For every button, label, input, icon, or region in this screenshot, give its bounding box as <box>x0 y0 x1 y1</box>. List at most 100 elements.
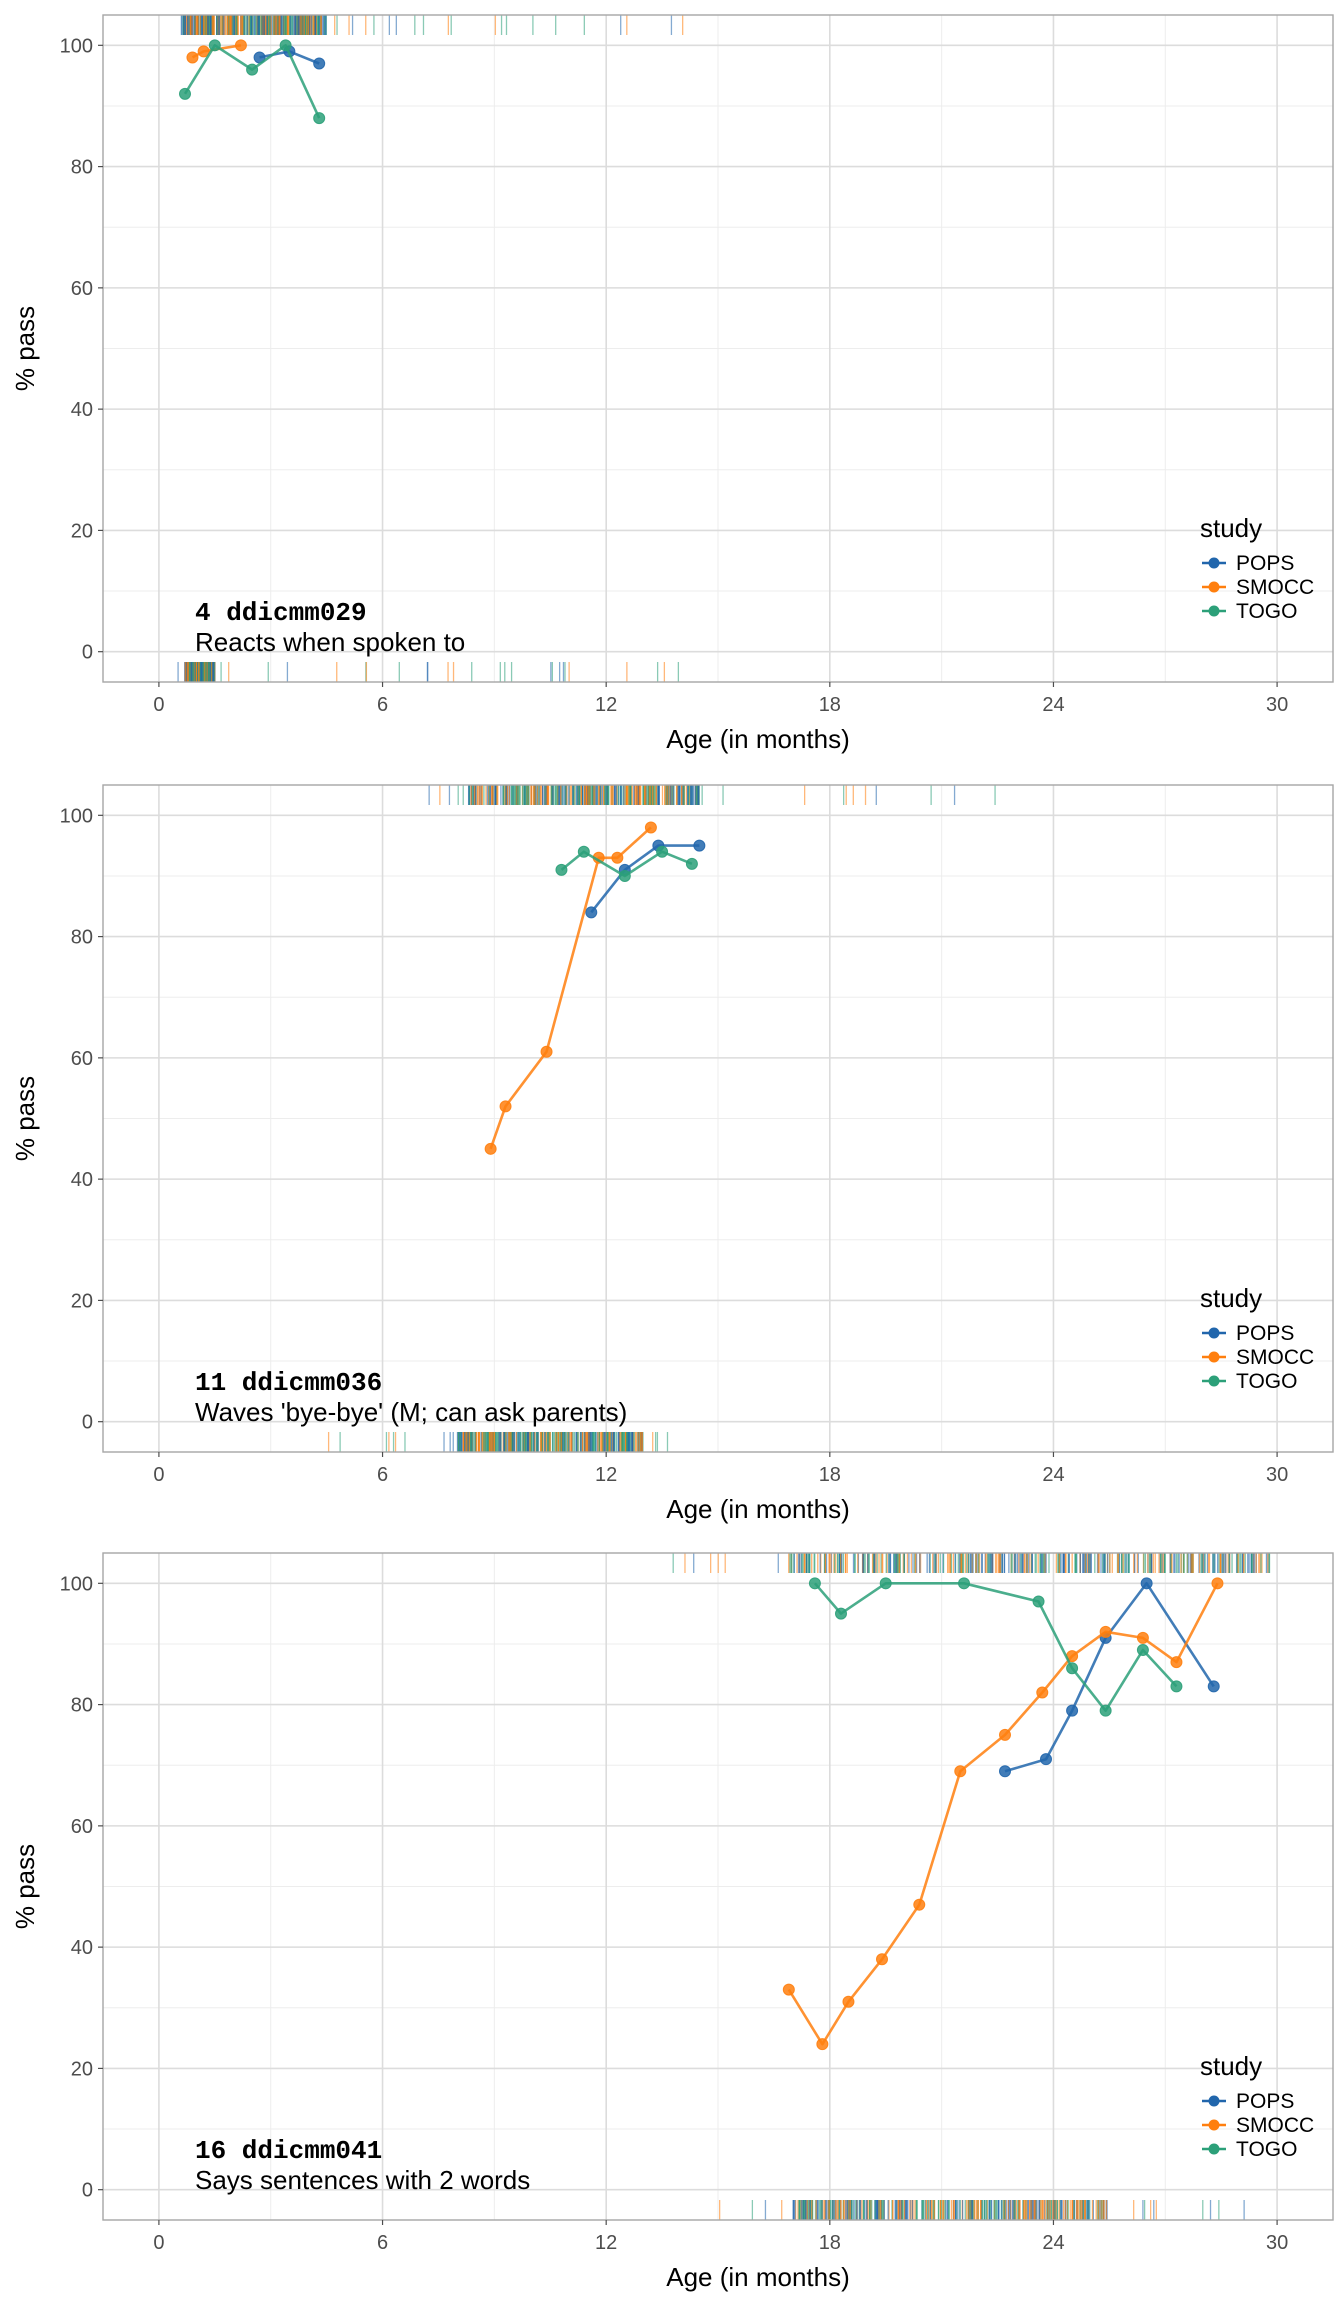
y-axis-title: % pass <box>10 1844 40 1929</box>
x-tick-label: 24 <box>1042 2232 1064 2254</box>
x-tick-label: 6 <box>377 694 388 716</box>
data-point-smocc <box>842 1995 855 2008</box>
x-axis-title: Age (in months) <box>666 1494 850 1524</box>
data-point-togo <box>835 1607 847 1620</box>
legend-label-pops: POPS <box>1236 1322 1294 1345</box>
x-tick-label: 18 <box>819 1464 841 1486</box>
data-point-smocc <box>540 1045 553 1058</box>
legend-key-point <box>1208 557 1220 569</box>
y-tick-label: 0 <box>82 642 93 664</box>
y-tick-label: 100 <box>60 1573 93 1595</box>
data-point-togo <box>179 87 191 100</box>
item-code: 11 ddicmm036 <box>195 1368 382 1398</box>
x-tick-label: 6 <box>377 1464 388 1486</box>
data-point-pops <box>1040 1753 1052 1766</box>
data-point-smocc <box>611 851 624 864</box>
legend-title: study <box>1200 513 1262 543</box>
data-point-togo <box>246 63 259 76</box>
legend-label-togo: TOGO <box>1236 2138 1297 2161</box>
x-tick-label: 0 <box>153 694 164 716</box>
legend-key-point <box>1208 1327 1220 1339</box>
data-point-smocc <box>1036 1686 1049 1699</box>
data-point-smocc <box>197 45 210 58</box>
data-point-smocc <box>782 1983 795 1996</box>
data-point-togo <box>313 112 326 125</box>
data-point-pops <box>1140 1577 1153 1590</box>
x-tick-label: 30 <box>1266 694 1288 716</box>
series-line-pops <box>590 844 700 914</box>
x-tick-label: 18 <box>819 2232 841 2254</box>
legend-label-smocc: SMOCC <box>1236 576 1314 599</box>
panel-3: 0 6 12 18 24 30 0 20 40 60 80 100 Age (in months) % p… <box>10 1552 1334 2292</box>
panel-border <box>102 14 1334 683</box>
rug-layer <box>177 15 684 682</box>
legend-label-togo: TOGO <box>1236 1370 1297 1393</box>
x-tick-label: 24 <box>1042 1464 1064 1486</box>
series-line-smocc <box>489 826 652 1150</box>
legend-key-point <box>1208 1351 1220 1363</box>
x-tick-label: 0 <box>153 2232 164 2254</box>
series-line-pops <box>1004 1582 1215 1773</box>
y-tick-label: 80 <box>71 1695 93 1717</box>
data-point-smocc <box>876 1953 888 1966</box>
rug-layer <box>327 785 996 1452</box>
x-tick-label: 18 <box>819 694 841 716</box>
y-tick-label: 20 <box>71 2058 93 2080</box>
x-tick-label: 12 <box>595 1464 617 1486</box>
data-point-togo <box>555 863 568 876</box>
legend-label-smocc: SMOCC <box>1236 1346 1314 1369</box>
data-point-smocc <box>484 1142 497 1155</box>
data-point-togo <box>279 39 292 52</box>
panel-1: 0 6 12 18 24 30 0 20 40 60 80 100 Age (in months) % p… <box>10 14 1334 754</box>
data-point-pops <box>1207 1680 1220 1693</box>
legend-key-point <box>1208 1375 1220 1387</box>
data-point-togo <box>656 845 669 858</box>
data-point-smocc <box>816 2038 829 2051</box>
y-tick-label: 100 <box>60 35 93 57</box>
data-point-togo <box>1066 1662 1079 1675</box>
data-point-smocc <box>1170 1656 1183 1669</box>
data-point-togo <box>208 39 221 52</box>
data-point-togo <box>618 869 631 882</box>
y-tick-label: 40 <box>71 1937 93 1959</box>
data-point-pops <box>999 1765 1011 1778</box>
item-label: Says sentences with 2 words <box>195 2165 530 2195</box>
x-tick-label: 0 <box>153 1464 164 1486</box>
x-tick-label: 12 <box>595 2232 617 2254</box>
y-axis-title: % pass <box>10 306 40 391</box>
data-point-smocc <box>1136 1631 1149 1644</box>
data-point-togo <box>1032 1595 1045 1608</box>
data-point-togo <box>808 1577 821 1590</box>
legend-label-pops: POPS <box>1236 2090 1294 2113</box>
panel-border <box>102 784 1334 1453</box>
legend-key-point <box>1208 2119 1220 2131</box>
data-point-togo <box>1136 1644 1149 1657</box>
data-point-smocc <box>999 1728 1011 1741</box>
legend-title: study <box>1200 1283 1262 1313</box>
legend-label-togo: TOGO <box>1236 600 1297 623</box>
y-tick-label: 0 <box>82 1412 93 1434</box>
item-code: 4 ddicmm029 <box>195 598 367 628</box>
legend-key-point <box>1208 581 1220 593</box>
legend-key-point <box>1208 2143 1220 2155</box>
y-tick-label: 40 <box>71 1169 93 1191</box>
x-tick-label: 30 <box>1266 2232 1288 2254</box>
y-tick-label: 100 <box>60 805 93 827</box>
data-point-smocc <box>644 821 657 834</box>
data-point-togo <box>685 857 698 870</box>
panel-border <box>102 1552 1334 2221</box>
x-tick-label: 6 <box>377 2232 388 2254</box>
y-tick-label: 20 <box>71 520 93 542</box>
data-point-smocc <box>1099 1625 1112 1638</box>
item-code: 16 ddicmm041 <box>195 2136 382 2166</box>
data-point-togo <box>1170 1680 1183 1693</box>
data-point-togo <box>879 1577 892 1590</box>
panel-2: 0 6 12 18 24 30 0 20 40 60 80 100 Age (in months) % p… <box>10 784 1334 1524</box>
x-axis-title: Age (in months) <box>666 724 850 754</box>
data-point-pops <box>693 839 706 852</box>
y-tick-label: 60 <box>71 278 93 300</box>
data-point-togo <box>958 1577 970 1590</box>
item-label: Reacts when spoken to <box>195 627 465 657</box>
